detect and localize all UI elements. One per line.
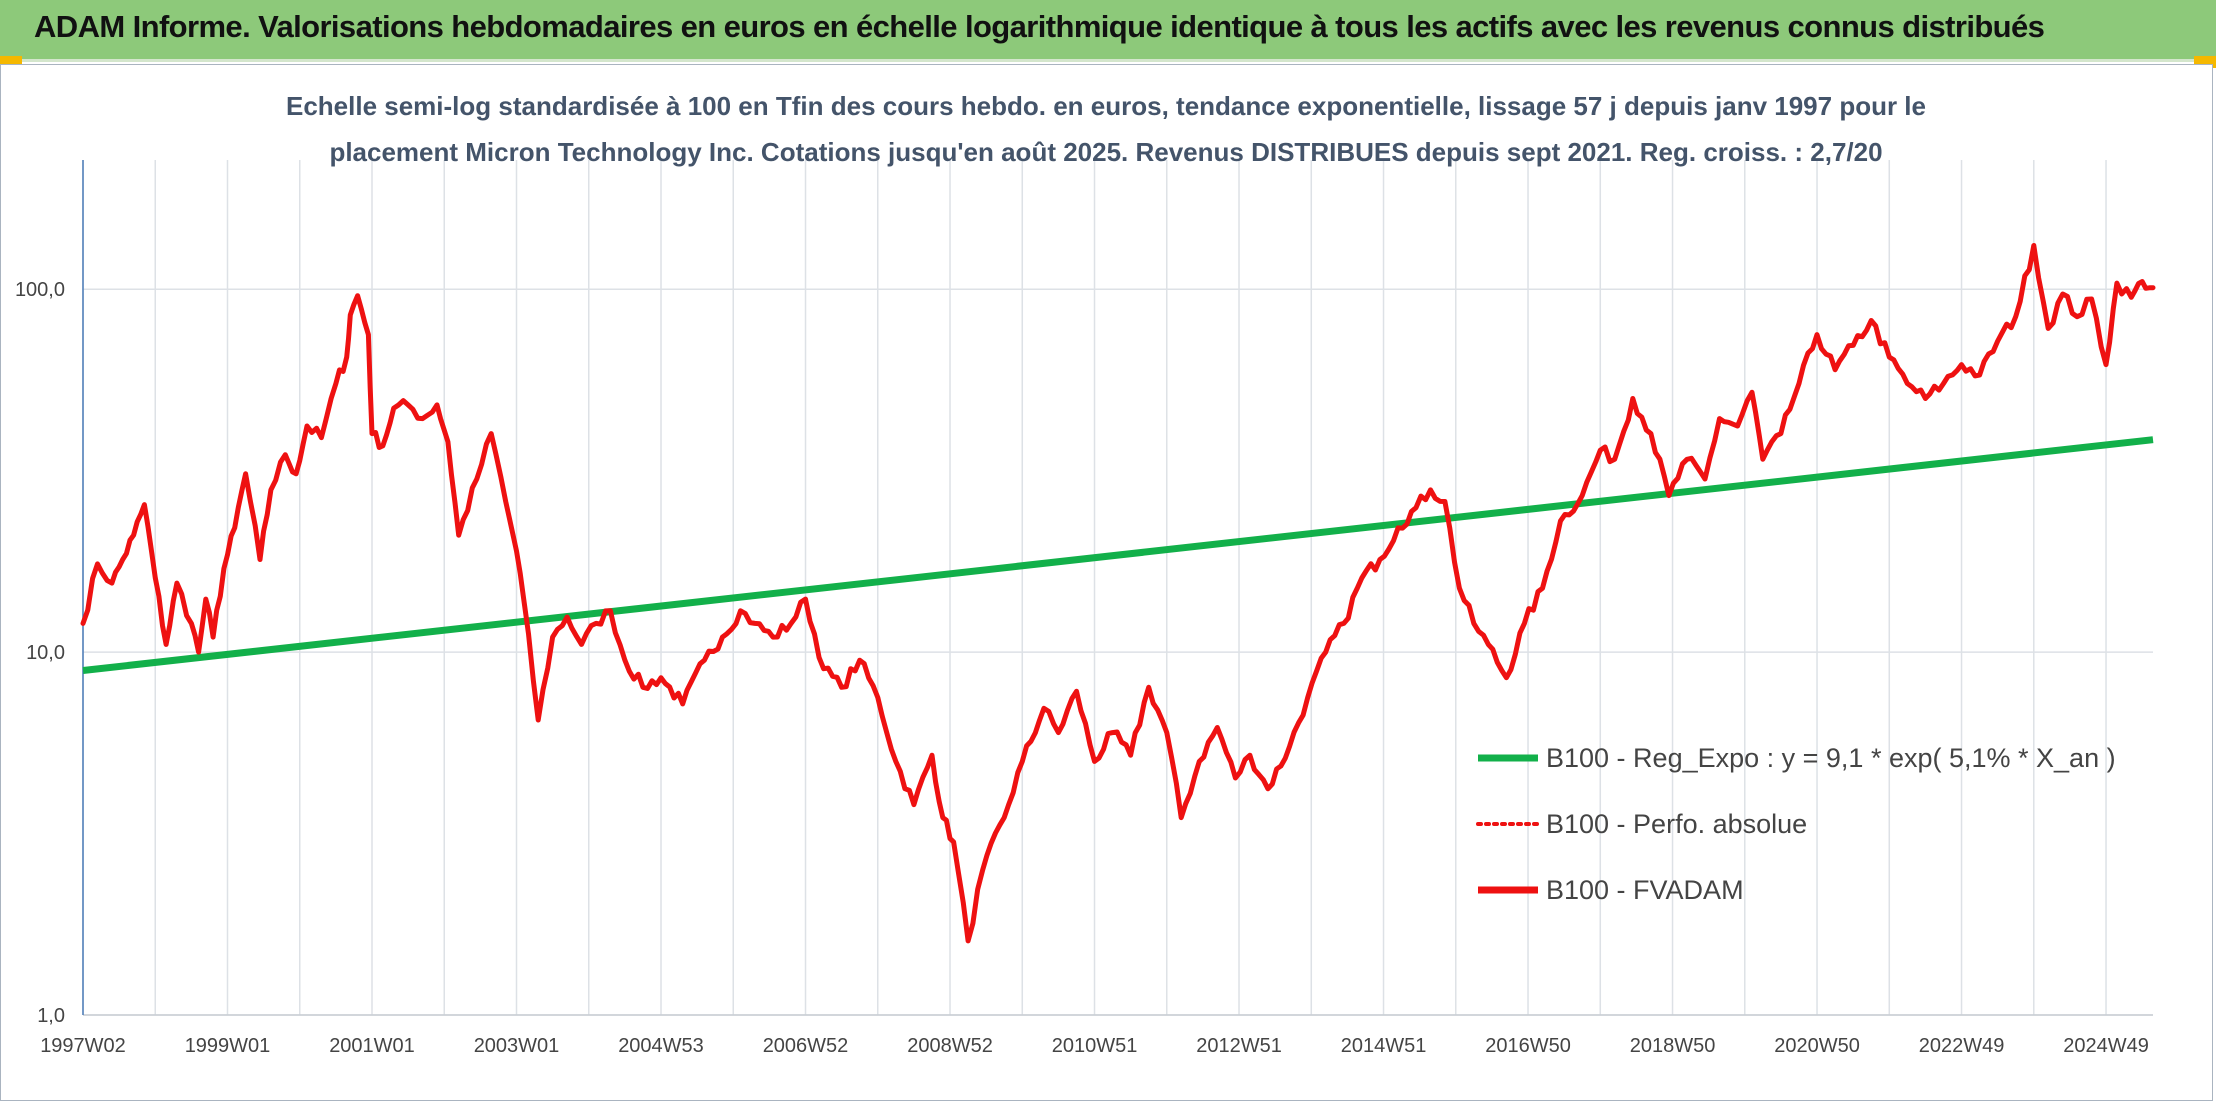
x-tick-label: 2022W49	[1919, 1035, 2005, 1057]
x-tick-label: 2018W50	[1630, 1035, 1716, 1057]
x-tick-label: 2020W50	[1774, 1035, 1860, 1057]
x-tick-label: 1999W01	[185, 1035, 271, 1057]
x-tick-label: 2003W01	[474, 1035, 560, 1057]
series-layer	[80, 243, 2156, 944]
x-tick-label: 2010W51	[1052, 1035, 1138, 1057]
series-line-regression	[82, 436, 2154, 674]
y-tick-label: 100,0	[15, 279, 65, 301]
legend-label-regression: B100 - Reg_Expo : y = 9,1 * exp( 5,1% * …	[1546, 743, 2116, 773]
x-tick-label: 2001W01	[329, 1035, 415, 1057]
x-tick-label: 2004W53	[618, 1035, 704, 1057]
chart-canvas: Echelle semi-log standardisée à 100 en T…	[15, 91, 2156, 1057]
report-banner: ADAM Informe. Valorisations hebdomadaire…	[0, 0, 2216, 62]
report-title: ADAM Informe. Valorisations hebdomadaire…	[34, 9, 2045, 44]
y-axis-ticks: 1,0 10,0 100,0	[15, 279, 65, 1027]
x-tick-label: 2024W49	[2063, 1035, 2149, 1057]
legend-label-fvadam: B100 - FVADAM	[1546, 875, 1744, 905]
x-tick-label: 2016W50	[1485, 1035, 1571, 1057]
y-tick-label: 1,0	[37, 1005, 65, 1027]
grid-lines	[82, 160, 2153, 1016]
y-tick-label: 10,0	[26, 642, 65, 664]
x-tick-label: 2014W51	[1341, 1035, 1427, 1057]
chart-subtitle-line-1: Echelle semi-log standardisée à 100 en T…	[286, 91, 1926, 121]
x-tick-label: 1997W02	[40, 1035, 126, 1057]
x-tick-label: 2006W52	[763, 1035, 849, 1057]
chart-subtitle-line-2: placement Micron Technology Inc. Cotatio…	[329, 137, 1882, 167]
series-line-fvadam	[80, 243, 2156, 944]
x-tick-label: 2008W52	[907, 1035, 993, 1057]
legend-label-perfo-absolue: B100 - Perfo. absolue	[1546, 809, 1807, 839]
chart-frame: Echelle semi-log standardisée à 100 en T…	[0, 64, 2213, 1101]
legend: B100 - Reg_Expo : y = 9,1 * exp( 5,1% * …	[1476, 743, 2116, 905]
x-axis-ticks: 1997W02 1999W01 2001W01 2003W01 2004W53 2006W…	[40, 1035, 2149, 1057]
x-tick-label: 2012W51	[1196, 1035, 1282, 1057]
